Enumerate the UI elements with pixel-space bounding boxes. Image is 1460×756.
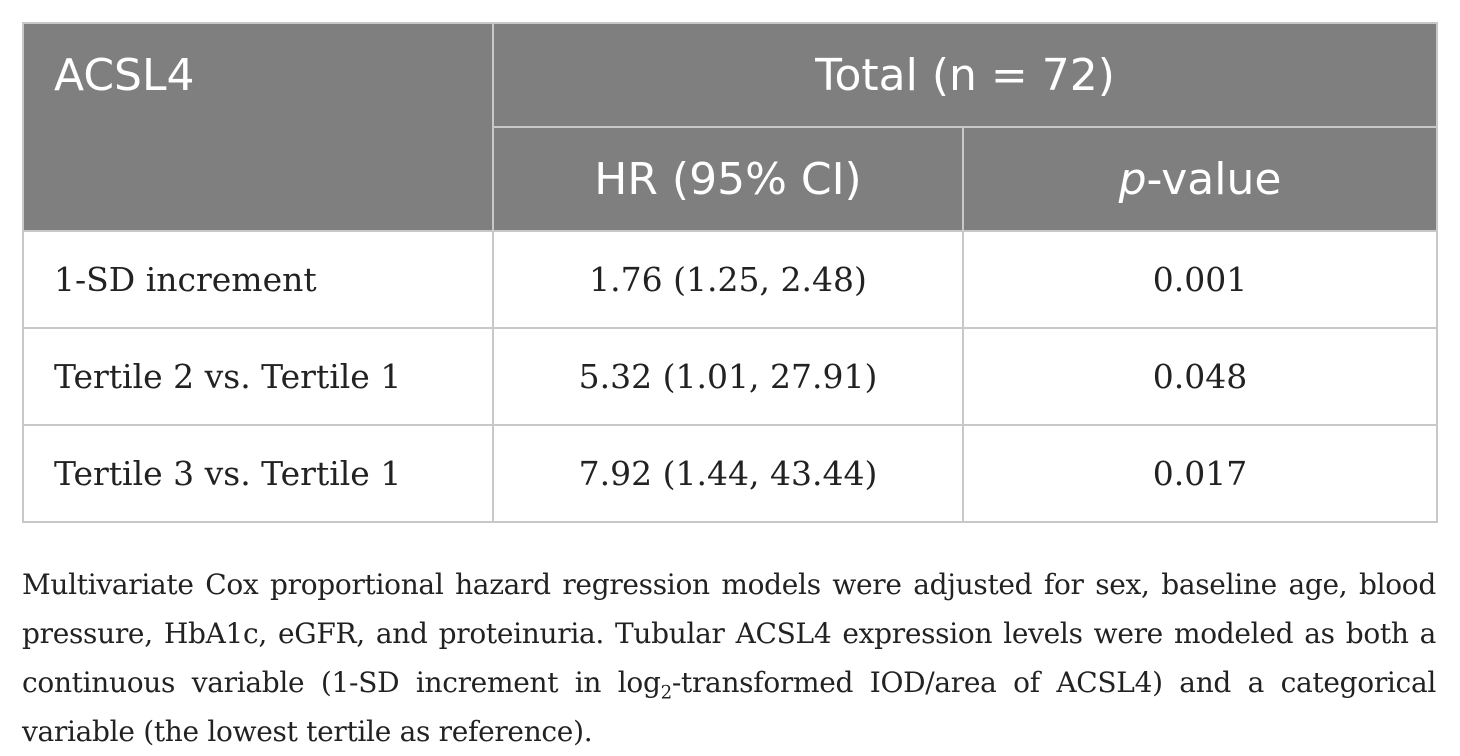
p-value: 0.048: [961, 327, 1439, 426]
p-value-column-header: p-value: [961, 126, 1439, 232]
header-row-2: HR (95% CI) p-value: [23, 126, 1439, 232]
p-value: 0.017: [961, 424, 1439, 523]
p-value: 0.001: [961, 230, 1439, 329]
footnote-part-2: -transformed IOD/area of ACSL4) and a ca…: [22, 666, 1436, 748]
row-label: Tertile 3 vs. Tertile 1: [22, 424, 494, 523]
table-row: 1-SD increment 1.76 (1.25, 2.48) 0.001: [22, 230, 1439, 329]
row-label: 1-SD increment: [22, 230, 494, 329]
p-value-suffix: -value: [1146, 153, 1282, 205]
row-label: Tertile 2 vs. Tertile 1: [22, 327, 494, 426]
hr-column-header: HR (95% CI): [492, 126, 964, 232]
table-footnote: Multivariate Cox proportional hazard reg…: [22, 560, 1436, 756]
hr-value: 5.32 (1.01, 27.91): [492, 327, 964, 426]
p-value-italic-p: p: [1118, 153, 1147, 205]
row-label-header: ACSL4: [22, 22, 494, 232]
table-row: Tertile 2 vs. Tertile 1 5.32 (1.01, 27.9…: [22, 327, 1439, 426]
footnote-part-1: Multivariate Cox proportional hazard reg…: [22, 568, 1436, 699]
hr-value: 7.92 (1.44, 43.44): [492, 424, 964, 523]
hr-value: 1.76 (1.25, 2.48): [492, 230, 964, 329]
table-row: Tertile 3 vs. Tertile 1 7.92 (1.44, 43.4…: [22, 424, 1439, 523]
footnote-log-subscript: 2: [660, 682, 673, 704]
group-header: Total (n = 72): [491, 22, 1439, 128]
header-row-1: ACSL4 Total (n = 72): [22, 22, 1439, 232]
results-table-container: ACSL4 Total (n = 72) HR (95% CI) p-value…: [22, 22, 1439, 523]
cox-regression-table: ACSL4 Total (n = 72) HR (95% CI) p-value…: [22, 22, 1439, 523]
